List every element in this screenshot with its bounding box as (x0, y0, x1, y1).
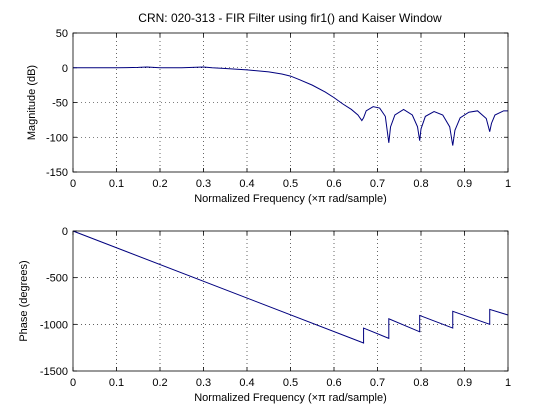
magnitude-y-tick-label-50: -50 (52, 98, 68, 110)
phase-x-tick-label-0-7: 0.7 (370, 377, 385, 389)
phase-plot: 0 0.1 0.2 0.3 0.4 0.5 0.6 0.7 0.8 0.9 1 0 -500 -1000 -… (18, 226, 511, 404)
phase-x-tick-label-1: 1 (505, 377, 511, 389)
phase-x-tick-label-0-8: 0.8 (413, 377, 428, 389)
phase-x-tick-label-0: 0 (70, 377, 76, 389)
magnitude-x-tick-label-0-3: 0.3 (196, 178, 211, 190)
phase-x-tick-label-0-2: 0.2 (152, 377, 167, 389)
phase-x-tick-label-0-3: 0.3 (196, 377, 211, 389)
magnitude-plot: 0 0.1 0.2 0.3 0.4 0.5 0.6 0.7 0.8 0.9 1 50 0 -50 -100 -… (26, 28, 511, 205)
phase-x-tick-label-0-4: 0.4 (239, 377, 254, 389)
figure-title: CRN: 020-313 - FIR Filter using fir1() a… (138, 11, 442, 25)
phase-y-tick-label-1500: -1500 (40, 366, 68, 378)
magnitude-x-tick-label-0-1: 0.1 (109, 178, 124, 190)
magnitude-y-tick-label-50: 50 (56, 28, 68, 40)
phase-x-tick-label-0-5: 0.5 (283, 377, 298, 389)
phase-x-tick-label-0-6: 0.6 (326, 377, 341, 389)
phase-y-tick-label-0: 0 (62, 226, 68, 238)
magnitude-x-tick-label-0-4: 0.4 (239, 178, 254, 190)
magnitude-x-tick-label-0-9: 0.9 (457, 178, 472, 190)
phase-x-tick-label-0-1: 0.1 (109, 377, 124, 389)
phase-y-tick-label-1000: -1000 (40, 319, 68, 331)
magnitude-y-tick-label-100: -100 (46, 132, 68, 144)
magnitude-x-tick-label-0-5: 0.5 (283, 178, 298, 190)
phase-y-axis-label: Phase (degrees) (18, 260, 30, 341)
magnitude-x-tick-label-1: 1 (505, 178, 511, 190)
magnitude-axes-box (72, 32, 509, 173)
phase-x-tick-label-0-9: 0.9 (457, 377, 472, 389)
magnitude-x-tick-label-0-7: 0.7 (370, 178, 385, 190)
magnitude-y-tick-label-0: 0 (62, 63, 68, 75)
magnitude-x-tick-label-0: 0 (70, 178, 76, 190)
phase-x-axis-label: Normalized Frequency (×π rad/sample) (194, 392, 387, 404)
magnitude-x-tick-label-0-6: 0.6 (326, 178, 341, 190)
magnitude-x-tick-label-0-8: 0.8 (413, 178, 428, 190)
phase-y-tick-label-500: -500 (46, 273, 68, 285)
magnitude-series-line (73, 66, 508, 146)
magnitude-x-axis-label: Normalized Frequency (×π rad/sample) (194, 193, 387, 205)
magnitude-y-tick-label-150: -150 (46, 167, 68, 179)
magnitude-x-tick-label-0-2: 0.2 (152, 178, 167, 190)
phase-axes-box (72, 230, 509, 372)
magnitude-y-axis-label: Magnitude (dB) (26, 65, 38, 140)
phase-series-line (72, 230, 509, 344)
